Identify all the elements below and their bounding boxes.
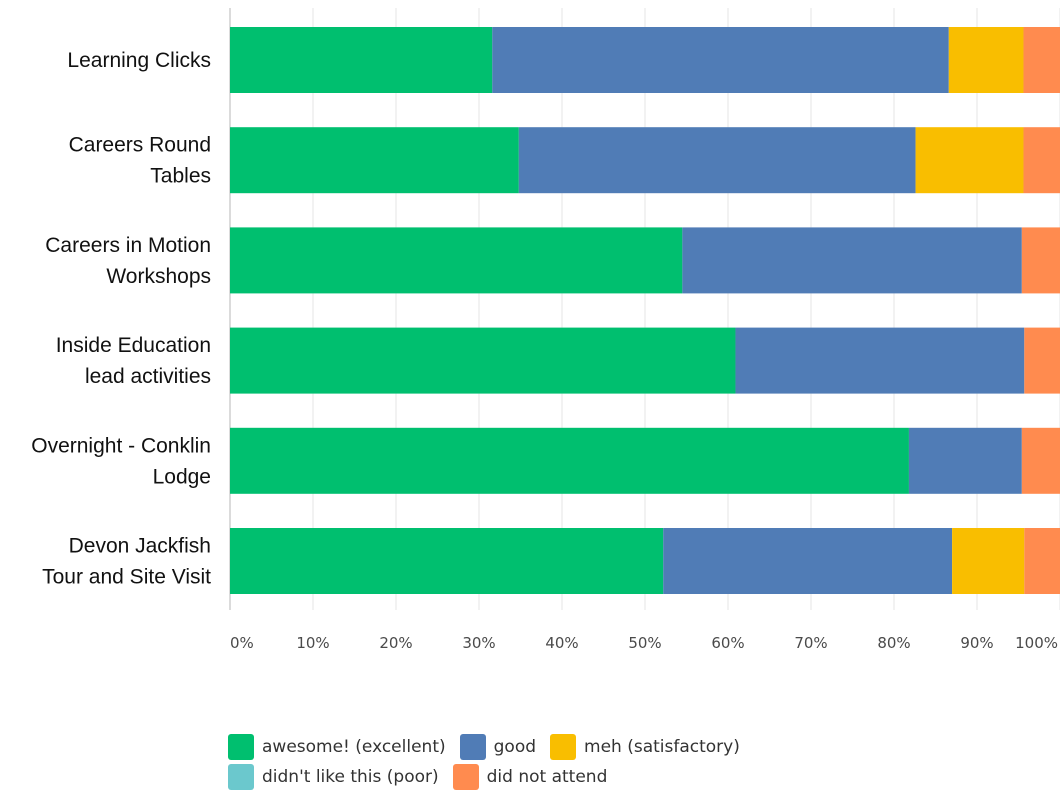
bar-segment-3-4: [1024, 327, 1060, 394]
x-tick-label-5: 50%: [628, 634, 661, 652]
category-label-line: Learning Clicks: [67, 49, 211, 72]
x-tick-label-2: 20%: [379, 634, 412, 652]
legend-item-excellent: awesome! (excellent): [228, 734, 446, 760]
category-label-line: Tables: [150, 165, 211, 188]
x-tick-label-1: 10%: [296, 634, 329, 652]
category-label-0: Learning Clicks: [67, 49, 211, 72]
legend: awesome! (excellent) good meh (satisfact…: [228, 732, 928, 792]
category-label-line: Overnight - Conklin: [31, 434, 211, 457]
category-label-line: Devon Jackfish: [69, 535, 211, 558]
bar-segment-4-1: [908, 427, 1022, 494]
x-tick-label-10: 100%: [1015, 634, 1058, 652]
bar-segment-5-1: [663, 528, 953, 594]
legend-swatch-did-not-attend: [452, 764, 479, 790]
bar-segment-3-1: [735, 327, 1025, 394]
x-tick-label-3: 30%: [462, 634, 495, 652]
category-label-line: Lodge: [153, 465, 211, 488]
category-label-line: Tour and Site Visit: [42, 566, 211, 589]
legend-item-poor: didn't like this (poor): [228, 764, 439, 790]
category-label-5: Devon Jackfish Tour and Site Visit: [42, 535, 211, 589]
bar-segment-0-2: [948, 27, 1024, 93]
gridlines: [229, 8, 1060, 610]
legend-label-good: good: [493, 737, 537, 757]
x-tick-label-6: 60%: [711, 634, 744, 652]
category-label-3: Inside Education lead activities: [56, 334, 211, 388]
legend-row-2: didn't like this (poor) did not attend: [228, 762, 928, 792]
bar-segment-4-4: [1021, 427, 1060, 494]
legend-label-excellent: awesome! (excellent): [262, 737, 446, 757]
legend-item-satisfactory: meh (satisfactory): [550, 734, 740, 760]
legend-label-did-not-attend: did not attend: [486, 767, 608, 787]
bar-segment-0-0: [230, 27, 493, 93]
bar-segment-1-4: [1023, 127, 1060, 194]
bar-segment-0-1: [492, 27, 949, 93]
x-tick-label-4: 40%: [545, 634, 578, 652]
x-tick-labels: 0% 10% 20% 30% 40% 50% 60% 70% 80% 90% 100%: [230, 634, 1058, 652]
bar-segment-1-1: [518, 127, 916, 194]
x-tick-label-8: 80%: [877, 634, 910, 652]
bar-segment-4-0: [230, 427, 909, 494]
legend-label-satisfactory: meh (satisfactory): [584, 737, 740, 757]
category-label-4: Overnight - Conklin Lodge: [31, 434, 211, 488]
x-tick-label-0: 0%: [230, 634, 254, 652]
bar-segment-1-2: [915, 127, 1024, 194]
category-label-line: Inside Education: [56, 334, 211, 357]
bar-segment-1-0: [230, 127, 519, 194]
bar-segment-2-4: [1021, 227, 1060, 294]
bar-segment-0-4: [1023, 27, 1060, 93]
legend-label-poor: didn't like this (poor): [262, 767, 439, 787]
bar-segment-2-0: [230, 227, 683, 294]
legend-item-did-not-attend: did not attend: [452, 764, 608, 790]
legend-item-good: good: [459, 734, 537, 760]
bar-segment-3-0: [230, 327, 736, 394]
x-tick-label-7: 70%: [794, 634, 827, 652]
bar-segment-5-2: [952, 528, 1025, 594]
bars-group: [230, 27, 1060, 594]
bar-segment-2-1: [682, 227, 1022, 294]
legend-swatch-satisfactory: [550, 734, 577, 760]
x-tick-label-9: 90%: [960, 634, 993, 652]
bar-segment-5-0: [230, 528, 664, 594]
category-label-2: Careers in Motion Workshops: [45, 234, 211, 288]
legend-swatch-good: [459, 734, 486, 760]
legend-row-1: awesome! (excellent) good meh (satisfact…: [228, 732, 928, 762]
category-label-1: Careers Round Tables: [69, 134, 211, 188]
bar-segment-5-4: [1024, 528, 1060, 594]
category-label-line: Workshops: [106, 265, 211, 288]
category-label-line: lead activities: [85, 365, 211, 388]
category-label-line: Careers in Motion: [45, 234, 211, 257]
category-label-line: Careers Round: [69, 134, 211, 157]
legend-swatch-excellent: [228, 734, 254, 760]
legend-swatch-poor: [228, 764, 254, 790]
